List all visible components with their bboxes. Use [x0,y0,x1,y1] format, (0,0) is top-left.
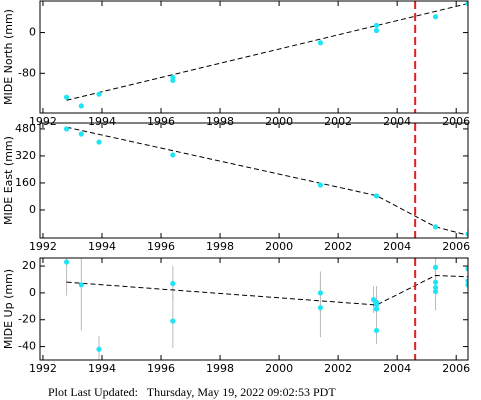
y-tick-label: -20 [18,313,36,326]
data-point [465,266,468,272]
y-axis-label: MIDE East (mm) [2,136,15,225]
y-tick-label: 480 [15,122,36,135]
x-tick-label: 2002 [324,240,352,253]
y-tick-label: 0 [29,203,36,216]
data-point [432,288,439,295]
data-point [373,306,380,312]
x-tick-label: 2004 [383,240,411,253]
y-axis-label: MIDE North (mm) [2,9,15,105]
x-tick-label: 2006 [442,115,470,128]
y-axis-label: MIDE Up (mm) [2,269,15,349]
y-tick-label: -40 [18,340,36,353]
y-tick-label: 160 [15,176,36,189]
x-tick-label: 2000 [265,240,293,253]
x-tick-label: 2000 [265,115,293,128]
data-point [465,1,468,7]
y-tick-label: 320 [15,149,36,162]
data-point [63,126,70,132]
data-point [317,182,324,188]
data-point [432,224,439,230]
x-tick-label: 2000 [265,362,293,375]
x-tick-label: 1996 [147,115,175,128]
data-point [63,259,70,265]
x-tick-label: 1996 [147,240,175,253]
x-tick-label: 1996 [147,362,175,375]
x-tick-label: 1998 [206,240,234,253]
x-tick-label: 1994 [88,115,116,128]
footer: Plot Last Updated: Thursday, May 19, 202… [48,385,336,399]
data-point [170,280,176,287]
data-point [432,279,439,285]
plot-frame [39,122,469,239]
x-tick-label: 1994 [88,362,116,375]
x-tick-label: 1998 [206,115,234,128]
data-point [78,103,84,109]
data-point [432,14,439,20]
data-point [317,290,324,296]
data-point [465,278,468,284]
x-tick-label: 2006 [442,362,470,375]
fit-line [66,3,468,101]
x-tick-label: 1992 [29,362,57,375]
data-point [96,91,102,97]
data-point [78,131,84,137]
data-point [96,139,102,145]
data-point [170,77,176,84]
data-point [373,193,380,199]
y-tick-label: 20 [22,259,36,272]
data-point [96,346,102,352]
data-point [373,327,380,334]
fit-line [66,274,468,306]
data-point [170,318,176,324]
data-point [465,231,468,237]
data-point [317,40,324,46]
plot-frame [39,0,469,114]
x-tick-label: 1998 [206,362,234,375]
x-tick-label: 1992 [29,240,57,253]
data-point [432,284,439,291]
x-tick-label: 2002 [324,115,352,128]
data-point [465,282,468,288]
x-tick-label: 1994 [88,240,116,253]
y-tick-label: 0 [29,26,36,39]
data-point [78,282,84,288]
plot-frame [39,257,469,361]
data-point [317,305,324,311]
x-tick-label: 1992 [29,115,57,128]
data-point [432,264,439,270]
data-point [373,22,380,29]
data-point [63,94,70,100]
data-point [373,302,380,308]
x-tick-label: 2004 [383,115,411,128]
y-tick-label: -80 [18,66,36,79]
data-point [373,27,380,34]
y-tick-label: 0 [29,286,36,299]
fit-line [66,126,468,236]
x-tick-label: 2004 [383,362,411,375]
data-point [170,152,176,158]
x-tick-label: 2006 [442,240,470,253]
x-tick-label: 2002 [324,362,352,375]
